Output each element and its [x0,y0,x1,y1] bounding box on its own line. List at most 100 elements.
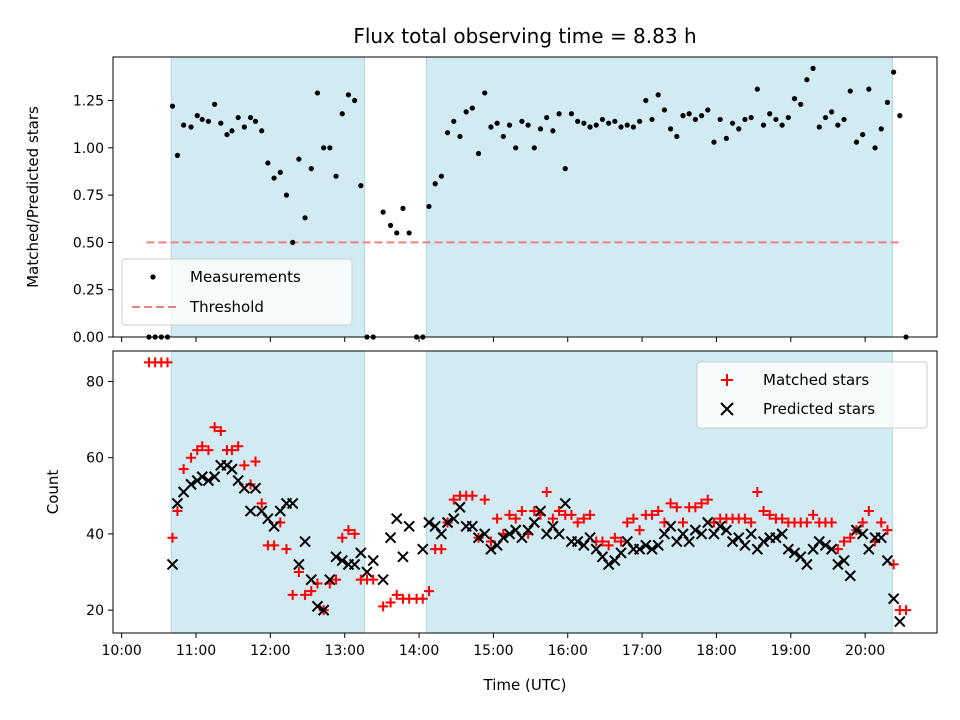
predicted-star-point [348,558,361,571]
predicted-star-point [429,520,441,533]
x-tick-label: 10:00 [101,643,141,659]
measurement-point [593,122,599,128]
measurement-point [686,111,692,117]
matched-star-point [479,494,490,505]
measurement-point [188,124,194,130]
matched-star-point [857,517,868,528]
measurement-point [271,175,277,181]
measurement-point [241,124,247,130]
matched-star-point [492,513,503,524]
predicted-star-point [856,528,869,540]
ratio-y-tick-label: 0.00 [73,330,104,346]
matched-star-point [448,494,459,505]
measurement-point [451,118,457,124]
predicted-star-point [702,516,714,529]
matched-star-point [300,589,311,600]
predicted-star-point [887,592,900,605]
observing-band [171,351,365,633]
predicted-star-point [689,524,702,536]
predicted-star-point [602,558,615,571]
measurement-point [878,126,884,132]
measurement-point [581,120,587,126]
measurement-point [302,215,308,221]
measurement-point [736,126,742,132]
measurement-point [705,107,711,113]
predicted-star-point [671,535,683,548]
measurement-point [816,124,822,130]
predicted-star-point [807,543,819,555]
matched-star-point [504,509,515,520]
predicted-star-point [633,543,646,555]
measurement-point [773,116,779,123]
predicted-star-point [677,528,689,540]
measurement-point [649,116,655,123]
matched-star-point [510,513,521,524]
matched-star-point [578,513,589,524]
matched-star-point [417,593,428,604]
matched-star-point [777,513,788,524]
threshold-legend-label: Threshold [189,298,264,316]
matched-star-point [739,513,750,524]
matched-star-point [603,540,614,551]
predicted-star-point [377,573,389,586]
matched-star-point [616,536,627,547]
predicted-star-point [491,539,503,552]
measurement-point [748,114,754,121]
measurement-point [333,173,339,179]
matched-star-point [808,509,819,520]
measurement-point [199,116,205,123]
measurement-point [754,86,760,92]
measurement-point [259,128,265,134]
measurement-point [729,120,736,126]
predicted-star-point [171,497,184,510]
measurement-point [599,116,606,123]
measurement-point [575,118,581,124]
measurement-point [506,122,513,128]
predicted-star-point [522,524,534,536]
measurement-point [500,133,506,140]
matched-star-point [876,517,887,528]
measurement-point [457,133,463,140]
measurement-point [531,145,537,151]
predicted-star-point [274,505,286,517]
predicted-star-point [782,543,795,555]
x-tick-label: 15:00 [473,643,513,659]
predicted-star-point [739,539,751,552]
predicted-star-point [832,558,844,571]
measurement-point [810,65,816,71]
ratio-y-tick-label: 0.75 [73,188,104,204]
ratio-legend: Measurements Threshold [121,258,353,326]
measurement-point [872,145,878,151]
predicted-star-point [268,520,280,533]
predicted-legend-label: Predicted stars [763,400,875,418]
predicted-star-point [330,551,342,563]
measurement-point [624,122,630,128]
measurement-point [169,103,176,109]
measurement-point [698,113,705,119]
measurement-point [247,114,254,121]
measurement-point [791,96,798,102]
measurement-point [181,122,187,128]
measurement-point [308,166,314,172]
matched-star-point [622,517,633,528]
x-tick-label: 20:00 [845,643,885,659]
matched-star-point [233,441,244,452]
measurement-point [860,131,866,138]
x-tick-label: 16:00 [548,643,588,659]
measurement-point [380,209,386,215]
measurement-point [432,181,438,187]
measurement-point [723,135,729,141]
predicted-star-point [384,532,397,544]
measurement-point [798,101,804,107]
matched-star-point [172,506,183,517]
measurement-point [822,114,829,121]
predicted-star-point [708,528,720,540]
measurement-point [587,124,593,130]
predicted-star-point [355,547,367,559]
measurement-point [358,183,364,189]
predicted-star-point [528,516,541,529]
predicted-star-point [435,528,448,540]
predicted-star-point [615,547,627,559]
matched-star-point [203,445,214,456]
measurement-point [667,126,674,132]
